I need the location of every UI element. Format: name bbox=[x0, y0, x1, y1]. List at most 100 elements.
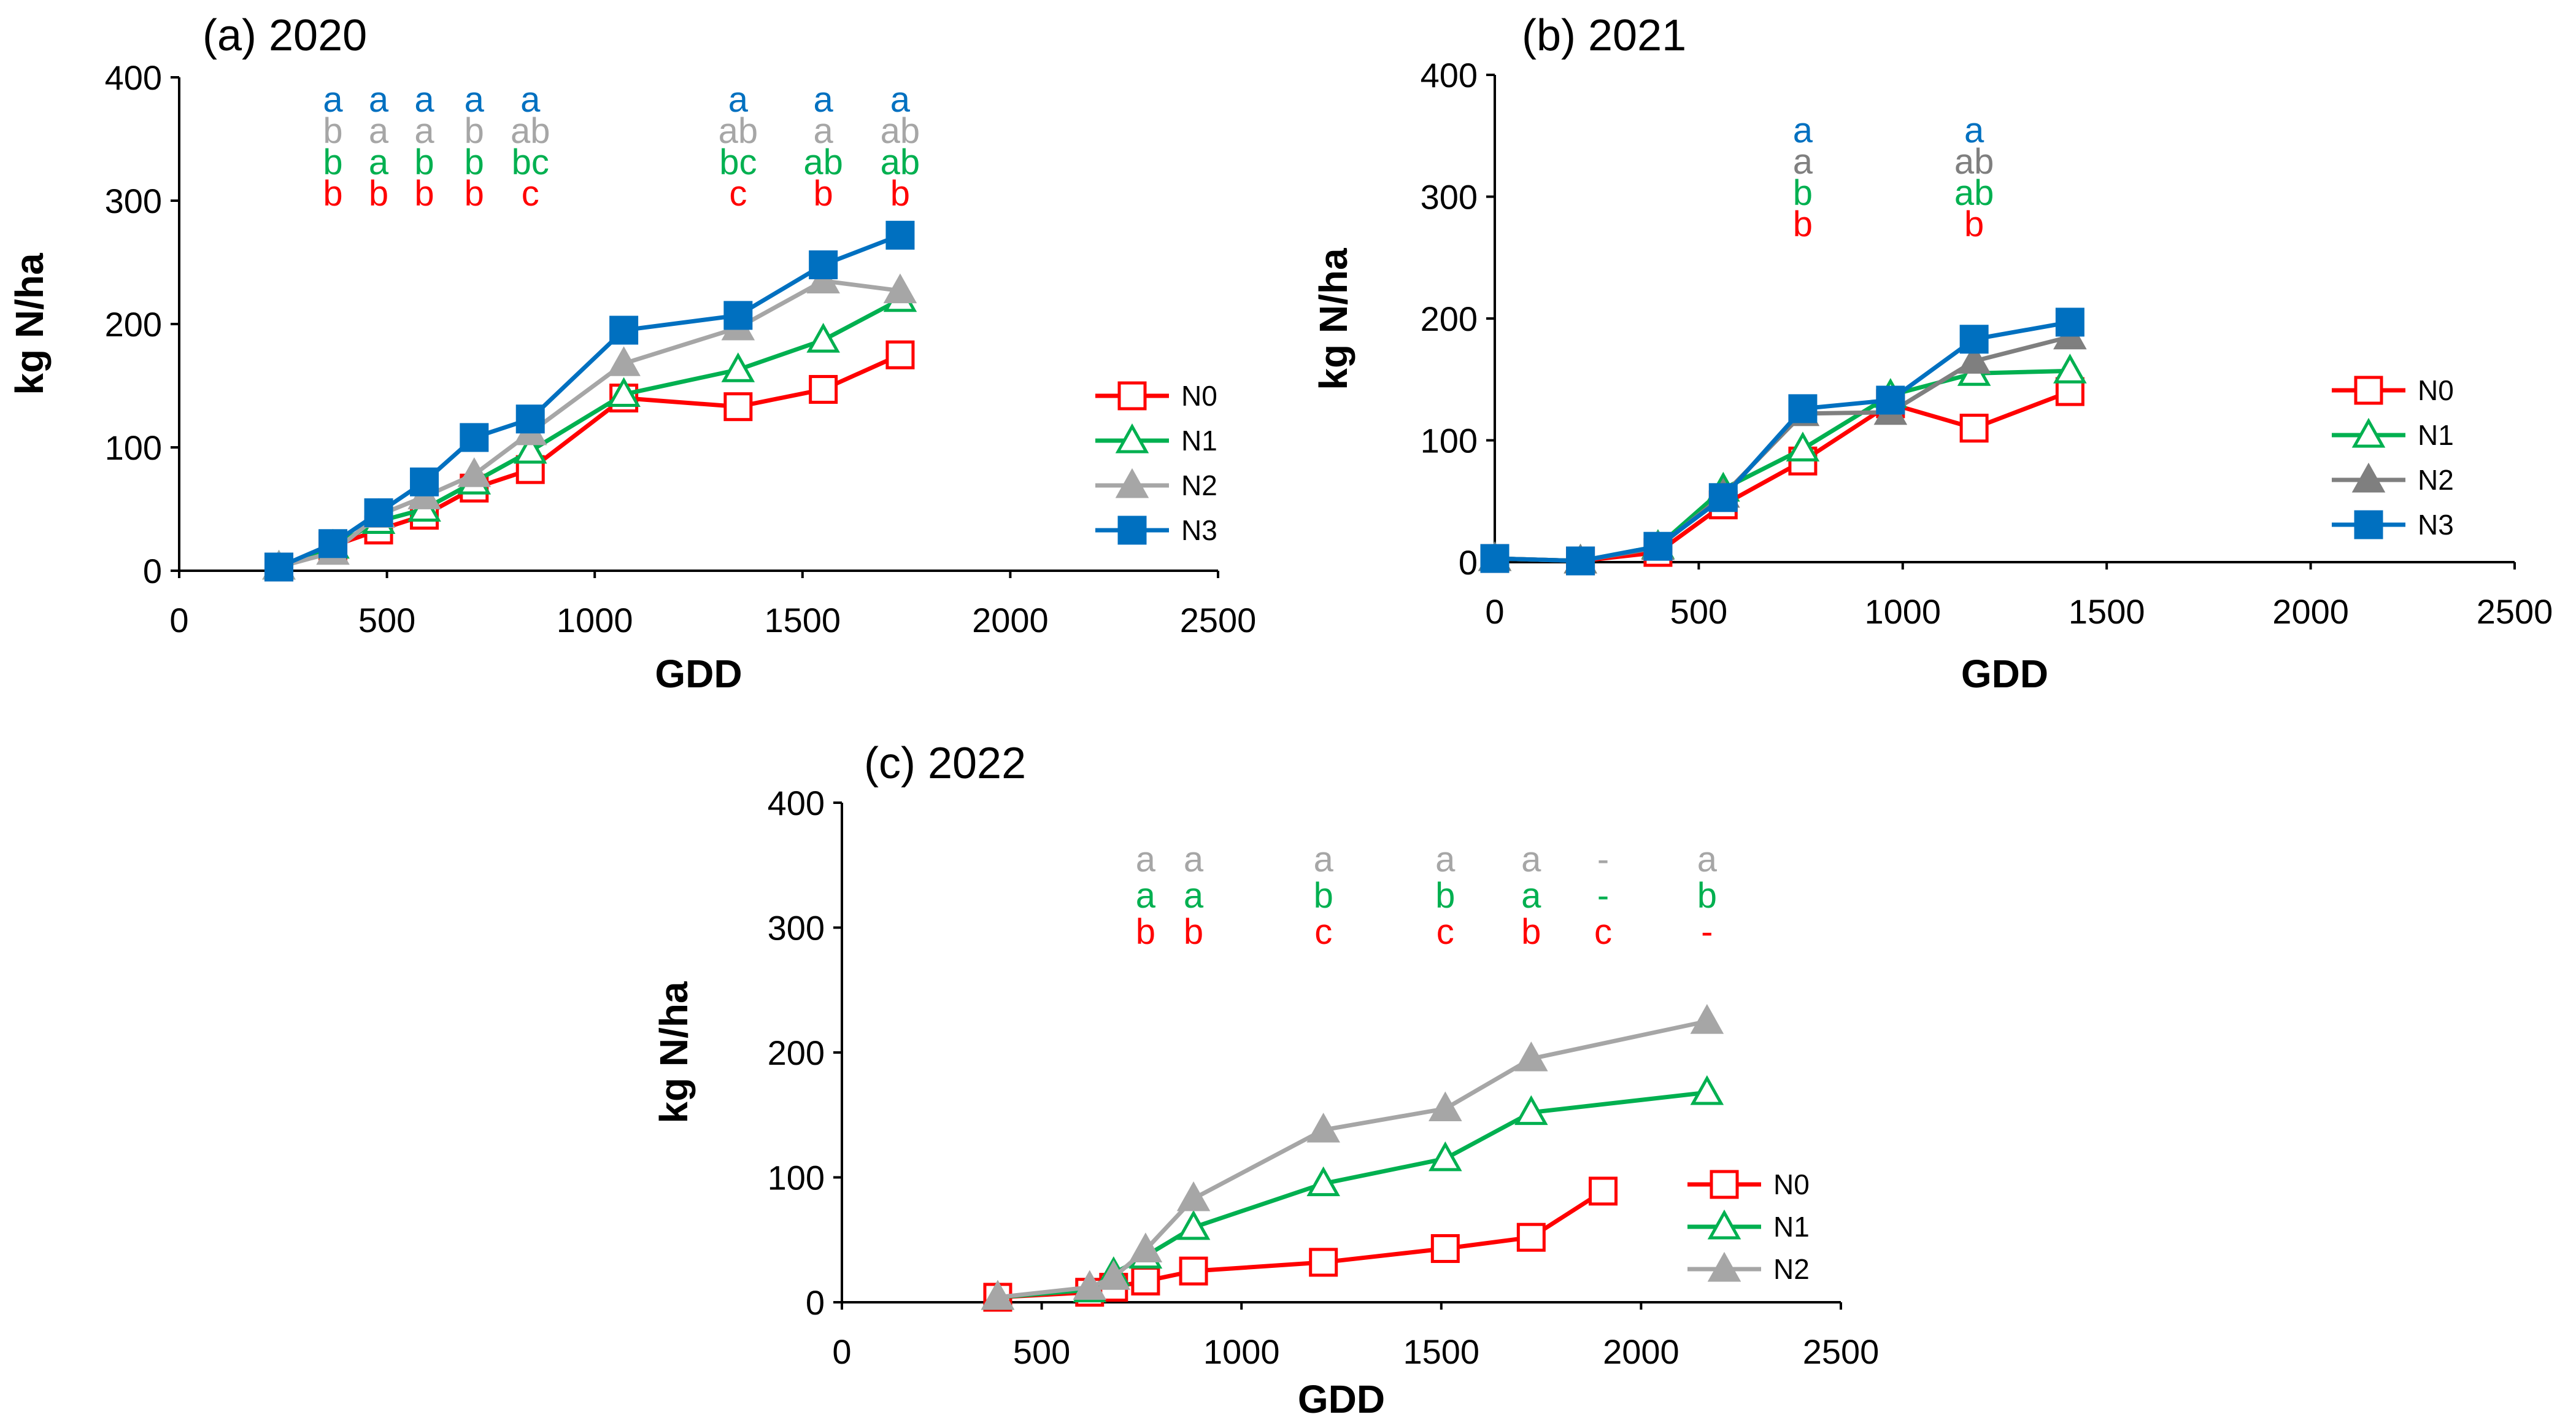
data-point bbox=[457, 457, 492, 487]
significance-letter: - bbox=[1701, 912, 1713, 952]
series-line bbox=[278, 353, 901, 570]
y-tick-label: 0 bbox=[1459, 543, 1478, 582]
significance-letter: a bbox=[520, 80, 541, 120]
data-point bbox=[885, 220, 915, 250]
data-point bbox=[2053, 353, 2087, 384]
significance-letter: a bbox=[465, 80, 485, 120]
significance-letter: a bbox=[1184, 876, 1204, 916]
x-tick-label: 1000 bbox=[557, 601, 633, 639]
significance-letter: a bbox=[1521, 876, 1541, 916]
data-point bbox=[1708, 483, 1738, 512]
panel-1: 0 100 200 300 400 0 500 1000 1500 2000 2500 (a) 202… bbox=[7, 11, 1256, 696]
y-axis-label: kg N/ha bbox=[7, 253, 52, 395]
data-point bbox=[410, 467, 439, 496]
significance-letter: a bbox=[1314, 840, 1334, 879]
significance-letter: a bbox=[890, 80, 911, 120]
x-tick-label: 0 bbox=[169, 601, 188, 639]
x-tick-label: 0 bbox=[832, 1332, 851, 1371]
data-point bbox=[1306, 1166, 1340, 1197]
x-axis-label: GDD bbox=[1961, 652, 2048, 696]
significance-letter: a bbox=[814, 80, 834, 120]
significance-letter: ab bbox=[719, 111, 758, 151]
significance-letter: b bbox=[1136, 912, 1155, 952]
data-point bbox=[364, 498, 393, 528]
data-point bbox=[721, 352, 755, 382]
significance-letter: a bbox=[369, 111, 389, 151]
significance-letter: a bbox=[1964, 110, 1984, 150]
data-point bbox=[1566, 546, 1595, 576]
panel-3: 0 100 200 300 400 0 500 1000 1500 2000 2500 (c) 202… bbox=[652, 739, 1879, 1421]
significance-letter: bc bbox=[719, 142, 757, 182]
significance-letter: b bbox=[323, 111, 342, 151]
data-point bbox=[609, 315, 639, 345]
legend-label: N0 bbox=[1181, 380, 1217, 412]
significance-letter: ab bbox=[1954, 142, 1994, 182]
data-point bbox=[1643, 531, 1673, 561]
y-tick-label: 400 bbox=[105, 58, 162, 97]
y-tick-label: 300 bbox=[1421, 178, 1478, 217]
data-point bbox=[883, 273, 917, 304]
legend: N0 N1 N2 bbox=[1687, 1168, 1810, 1285]
significance-letter: b bbox=[1793, 204, 1813, 244]
data-point bbox=[513, 433, 547, 464]
x-tick-label: 500 bbox=[358, 601, 415, 639]
significance-letter: a bbox=[1184, 840, 1204, 879]
data-point bbox=[723, 392, 753, 422]
significance-letter: b bbox=[1314, 876, 1333, 916]
data-point bbox=[1429, 1091, 1462, 1122]
x-tick-label: 500 bbox=[1013, 1332, 1070, 1371]
y-tick-label: 300 bbox=[768, 909, 825, 948]
data-point bbox=[1786, 431, 1820, 461]
significance-letter: b bbox=[1521, 912, 1541, 952]
series-N3 bbox=[264, 220, 915, 582]
significance-letter: b bbox=[890, 174, 910, 214]
x-tick-label: 500 bbox=[1670, 592, 1727, 631]
significance-letter: c bbox=[1594, 912, 1612, 952]
significance-letter: a bbox=[1136, 876, 1156, 916]
significance-letter: ab bbox=[881, 111, 920, 151]
significance-letter: c bbox=[1314, 912, 1332, 952]
significance-letter: b bbox=[414, 142, 434, 182]
significance-letter: b bbox=[1435, 876, 1455, 916]
series-N2 bbox=[981, 1004, 1724, 1310]
legend-label: N2 bbox=[1181, 469, 1217, 501]
legend-marker bbox=[1117, 516, 1147, 545]
y-tick-label: 400 bbox=[1421, 56, 1478, 95]
significance-letter: a bbox=[369, 80, 389, 120]
significance-letter: b bbox=[465, 174, 484, 214]
legend: N0 N1 N2 N3 bbox=[2332, 374, 2454, 541]
x-tick-label: 1500 bbox=[1403, 1332, 1480, 1371]
y-tick-label: 300 bbox=[105, 182, 162, 220]
data-point bbox=[1876, 385, 1905, 415]
y-tick-label: 0 bbox=[806, 1283, 825, 1322]
data-point bbox=[2055, 307, 2084, 337]
significance-letter: b bbox=[1793, 173, 1813, 213]
legend-label: N1 bbox=[2418, 419, 2454, 451]
y-tick-label: 200 bbox=[1421, 299, 1478, 338]
x-tick-label: 2000 bbox=[1603, 1332, 1679, 1371]
x-axis-label: GDD bbox=[1298, 1377, 1385, 1421]
data-point bbox=[1957, 344, 1991, 374]
significance-letter: a bbox=[414, 80, 434, 120]
data-point bbox=[1690, 1075, 1724, 1105]
data-point bbox=[1514, 1041, 1548, 1072]
data-point bbox=[1176, 1181, 1211, 1211]
significance-letter: ab bbox=[881, 142, 920, 182]
data-point bbox=[723, 301, 753, 330]
legend-label: N0 bbox=[1773, 1168, 1810, 1200]
significance-letter: b bbox=[369, 174, 388, 214]
data-point bbox=[1959, 414, 1989, 443]
data-point bbox=[1429, 1141, 1462, 1172]
legend-marker bbox=[1115, 468, 1149, 498]
significance-letters: a aa abb abb b bbox=[1793, 110, 1994, 244]
significance-letter: c bbox=[1436, 912, 1454, 952]
chart-title: (c) 2022 bbox=[864, 739, 1026, 788]
legend-label: N3 bbox=[2418, 509, 2454, 541]
data-point bbox=[885, 340, 915, 369]
significance-letter: a bbox=[728, 80, 749, 120]
data-point bbox=[1430, 1234, 1460, 1263]
legend-marker bbox=[1710, 1170, 1739, 1199]
legend-label: N2 bbox=[2418, 464, 2454, 496]
legend-marker bbox=[2354, 510, 2383, 539]
